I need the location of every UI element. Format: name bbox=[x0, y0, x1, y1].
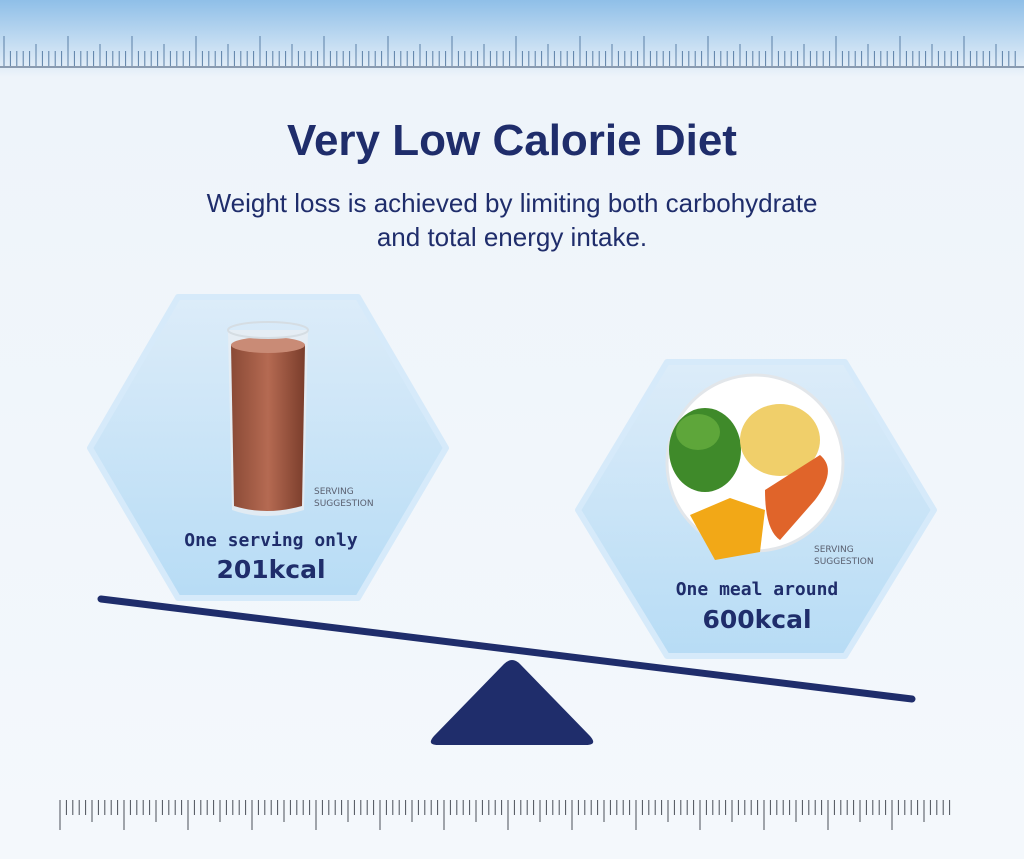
subtitle: Weight loss is achieved by limiting both… bbox=[207, 188, 818, 218]
broccoli bbox=[676, 414, 720, 450]
drink-surface bbox=[231, 337, 305, 353]
serving-note: SERVING bbox=[314, 487, 354, 497]
ruler-bottom bbox=[59, 800, 951, 830]
energy: 600kcal bbox=[702, 605, 811, 634]
orange bbox=[690, 498, 765, 560]
serving-note: SERVING bbox=[814, 545, 854, 555]
ruler-top bbox=[3, 36, 1016, 66]
shake-panel: SERVING SUGGESTION One serving only 201k… bbox=[87, 294, 449, 601]
pasta bbox=[740, 404, 820, 476]
title: Very Low Calorie Diet bbox=[287, 116, 737, 165]
serving-note: SUGGESTION bbox=[814, 557, 874, 567]
caption: One serving only bbox=[184, 530, 358, 551]
subtitle: and total energy intake. bbox=[377, 222, 647, 252]
energy: 201kcal bbox=[216, 555, 325, 584]
serving-note: SUGGESTION bbox=[314, 499, 374, 509]
scale-beam bbox=[97, 595, 916, 703]
caption: One meal around bbox=[676, 579, 839, 600]
scale-fulcrum bbox=[430, 660, 594, 745]
salmon bbox=[765, 455, 828, 540]
meal-panel: SERVING SUGGESTION One meal around 600kc… bbox=[575, 359, 937, 659]
glass-rim bbox=[227, 321, 309, 339]
drink bbox=[231, 345, 305, 511]
